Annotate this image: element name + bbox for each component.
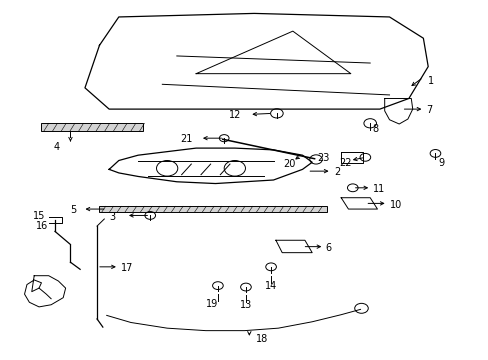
Text: 16: 16: [36, 221, 48, 231]
Text: 19: 19: [205, 299, 218, 309]
Text: 23: 23: [316, 153, 329, 163]
Bar: [41, 123, 142, 131]
Text: 13: 13: [239, 300, 251, 310]
Text: 17: 17: [121, 263, 133, 273]
Text: 4: 4: [53, 143, 60, 152]
Text: 20: 20: [283, 159, 295, 169]
Text: 18: 18: [256, 334, 268, 344]
Text: 12: 12: [228, 110, 241, 120]
Text: 6: 6: [325, 243, 331, 253]
Text: 22: 22: [338, 158, 350, 168]
Text: 2: 2: [333, 167, 340, 177]
Bar: [99, 206, 326, 212]
Text: 9: 9: [437, 158, 443, 168]
Text: 1: 1: [427, 76, 433, 86]
Text: 5: 5: [70, 206, 77, 216]
Text: 8: 8: [372, 123, 378, 134]
Text: 21: 21: [180, 134, 193, 144]
Text: 10: 10: [389, 200, 401, 210]
Text: 3: 3: [109, 212, 115, 222]
Text: 15: 15: [33, 211, 45, 221]
Text: 7: 7: [426, 105, 432, 115]
Text: 11: 11: [372, 184, 385, 194]
Text: 14: 14: [265, 281, 277, 291]
